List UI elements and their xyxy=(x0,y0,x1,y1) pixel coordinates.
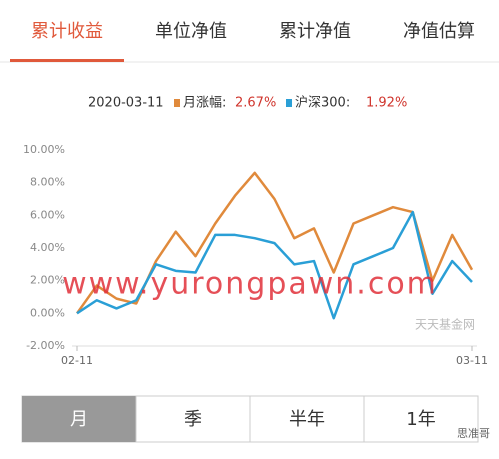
y-tick-label: 0.00% xyxy=(30,306,65,319)
y-tick-label: 4.00% xyxy=(30,241,65,254)
series-line xyxy=(76,210,473,320)
y-tick-label: -2.00% xyxy=(26,339,65,352)
legend-swatch xyxy=(286,99,292,107)
y-tick-label: 10.00% xyxy=(23,143,65,156)
legend-value: 2.67% xyxy=(235,96,276,111)
period-button[interactable]: 月 xyxy=(70,409,88,430)
legend-date: 2020-03-11 xyxy=(88,96,164,111)
period-button[interactable]: 季 xyxy=(184,409,202,430)
period-button[interactable]: 1年 xyxy=(406,409,435,430)
tab[interactable]: 累计收益 xyxy=(31,21,103,42)
x-tick-label: 03-11 xyxy=(456,354,488,367)
account-watermark: 思准哥 xyxy=(457,427,490,440)
y-tick-label: 6.00% xyxy=(30,208,65,221)
source-watermark: 天天基金网 xyxy=(415,317,475,332)
legend-swatch xyxy=(174,99,180,107)
tab[interactable]: 净值估算 xyxy=(403,21,475,42)
tab-bar xyxy=(0,0,499,62)
overlay-watermark: www.yurongpawn.com xyxy=(62,267,438,302)
period-button[interactable]: 半年 xyxy=(289,409,325,430)
legend-label: 沪深300: xyxy=(295,95,350,111)
tab[interactable]: 单位净值 xyxy=(155,21,227,42)
period-selected xyxy=(22,396,136,442)
y-tick-label: 8.00% xyxy=(30,176,65,189)
tab[interactable]: 累计净值 xyxy=(279,21,351,42)
legend-label: 月涨幅: xyxy=(183,96,226,111)
y-tick-label: 2.00% xyxy=(30,274,65,287)
tab-underline xyxy=(10,59,124,62)
legend-value: 1.92% xyxy=(366,96,407,111)
x-tick-label: 02-11 xyxy=(61,354,93,367)
